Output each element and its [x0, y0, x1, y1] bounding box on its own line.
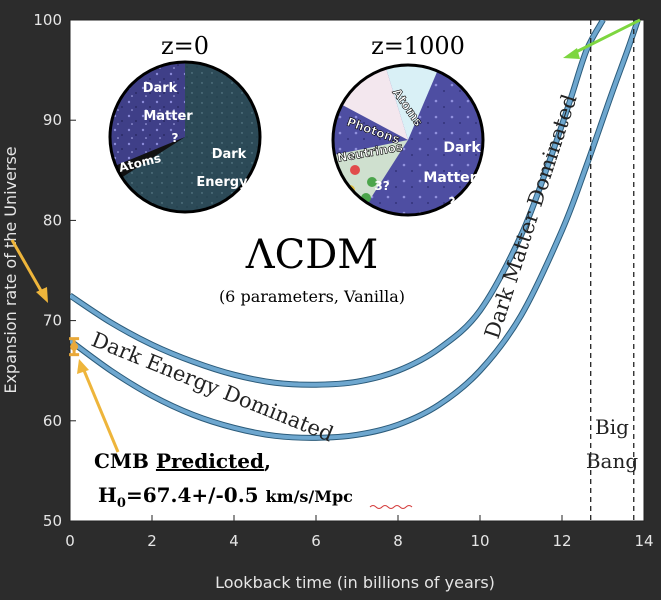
- x-tick-label: 14: [634, 532, 653, 550]
- y-tick-label: 90: [43, 111, 62, 129]
- big-bang-line2: Bang: [586, 449, 639, 473]
- y-tick-label: 60: [43, 412, 62, 430]
- big-bang-line1: Big: [595, 415, 629, 439]
- x-tick-label: 0: [65, 532, 75, 550]
- x-tick-label: 2: [147, 532, 157, 550]
- cmb-data-point: [69, 337, 80, 357]
- h0-label: H0=67.4+/-0.5 km/s/Mpc: [98, 483, 353, 511]
- x-tick-label: 6: [311, 532, 321, 550]
- green-arrow: [563, 18, 641, 59]
- x-axis-ticks: 0 2 4 6 8 10 12 14: [65, 515, 654, 550]
- pie2: Atoms Photons Neutrinos 3? Dark Matter ?: [331, 63, 485, 217]
- x-tick-label: 10: [470, 532, 489, 550]
- data-marker: [70, 342, 79, 351]
- pie2-atoms-slice: [385, 65, 440, 140]
- pie1-dark-matter-slice: [110, 62, 185, 178]
- y-tick-label: 100: [33, 11, 62, 29]
- pie1-label-de3: ?: [229, 203, 236, 217]
- y-axis-label: Expansion rate of the Universe: [1, 146, 20, 393]
- curve-line-1: [70, 20, 640, 440]
- pie2-title: z=1000: [371, 32, 465, 60]
- curve-line-0: [70, 20, 605, 387]
- pie2-label-q3: 3?: [374, 179, 389, 193]
- x-tick-label: 4: [229, 532, 239, 550]
- model-title: ΛCDM: [245, 232, 379, 278]
- pie2-label-dm1: Dark: [443, 140, 481, 156]
- model-subtitle: (6 parameters, Vanilla): [219, 287, 405, 306]
- pie1-label-de2: Energy: [196, 175, 248, 190]
- y-tick-label: 70: [43, 312, 62, 330]
- pie1: Dark Matter ? Atoms Dark Energy ?: [108, 60, 262, 217]
- pie1-title: z=0: [161, 32, 209, 60]
- cmb-label: CMB Predicted,: [94, 449, 271, 473]
- vertical-lines: [590, 20, 635, 521]
- squiggle-underline: [369, 505, 413, 509]
- y-tick-label: 50: [43, 512, 62, 530]
- pie2-label-dm2: Matter: [423, 170, 476, 186]
- y-axis-ticks: 50 60 70 80 90 100: [33, 11, 76, 530]
- yellow-arrow-upper: [10, 239, 48, 303]
- y-tick-label: 80: [43, 211, 62, 229]
- pie1-atoms-slice: [110, 137, 185, 185]
- x-tick-label: 12: [552, 532, 571, 550]
- pie1-label-dm3: ?: [172, 131, 179, 145]
- pie1-label-dm2: Matter: [143, 109, 193, 124]
- yellow-arrow-lower: [77, 359, 120, 453]
- pie1-label-de1: Dark: [212, 147, 247, 162]
- x-axis-label: Lookback time (in billions of years): [215, 573, 495, 592]
- pie1-label-dm1: Dark: [143, 81, 178, 96]
- x-tick-label: 8: [393, 532, 403, 550]
- pie2-label-dm3: ?: [449, 195, 456, 209]
- curve-band: [70, 20, 641, 441]
